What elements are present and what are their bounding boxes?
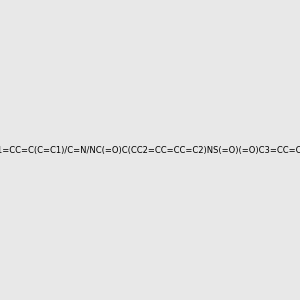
Text: CCCCOC1=CC=C(C=C1)/C=N/NC(=O)C(CC2=CC=CC=C2)NS(=O)(=O)C3=CC=C(C)C=C3: CCCCOC1=CC=C(C=C1)/C=N/NC(=O)C(CC2=CC=CC… (0, 146, 300, 154)
